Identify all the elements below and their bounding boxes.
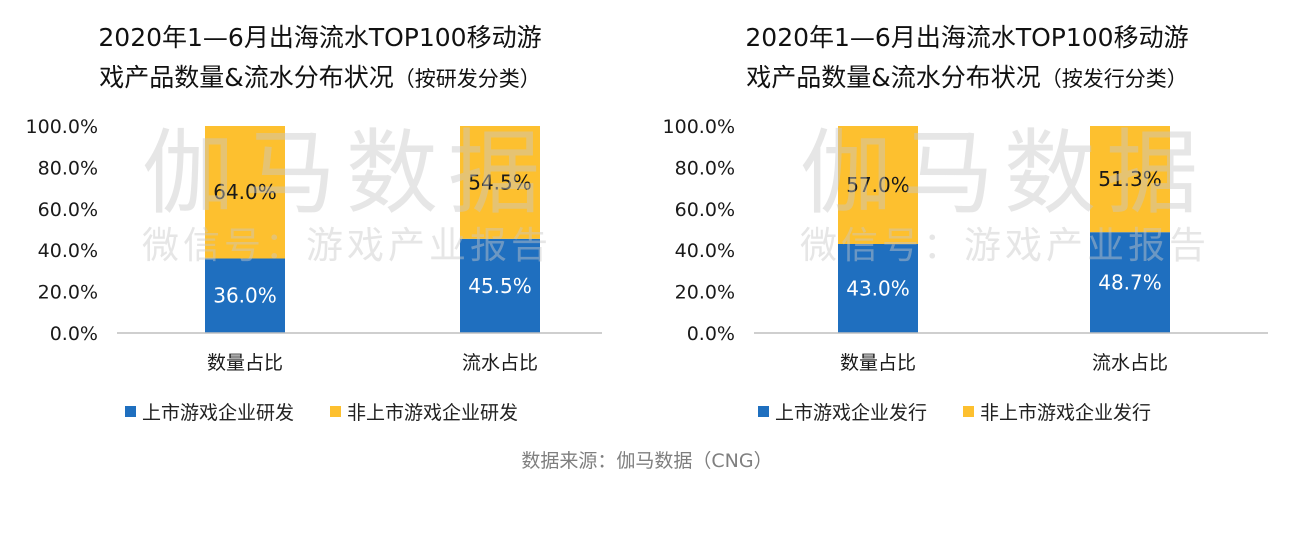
data-label: 48.7%: [1098, 271, 1162, 295]
legend-swatch-listed: [758, 406, 769, 417]
legend-item-listed: 上市游戏企业研发: [125, 398, 294, 425]
bar-segment: [205, 126, 285, 259]
chart-panel-left: 2020年1—6月出海流水TOP100移动游 戏产品数量&流水分布状况（按研发分…: [0, 0, 640, 440]
chart-panel-right: 2020年1—6月出海流水TOP100移动游 戏产品数量&流水分布状况（按发行分…: [640, 0, 1294, 440]
bar-segment: [838, 126, 918, 244]
bar-segment: [460, 126, 540, 239]
x-tick-label: 流水占比: [462, 352, 538, 374]
chart-title-line2: 戏产品数量&流水分布状况: [746, 63, 1041, 92]
y-tick-label: 60.0%: [38, 199, 98, 221]
legend-item-listed: 上市游戏企业发行: [758, 398, 927, 425]
y-tick-label: 20.0%: [675, 282, 735, 304]
y-tick-label: 100.0%: [26, 116, 98, 138]
legend-label: 非上市游戏企业发行: [980, 402, 1152, 424]
y-tick-label: 20.0%: [38, 282, 98, 304]
x-tick-label: 流水占比: [1092, 352, 1168, 374]
data-label: 43.0%: [846, 276, 910, 300]
y-tick-label: 40.0%: [38, 240, 98, 262]
bar-segment: [205, 258, 285, 333]
bar-segment: [838, 243, 918, 333]
legend: 上市游戏企业研发 非上市游戏企业研发: [125, 398, 554, 425]
data-label: 36.0%: [213, 284, 277, 308]
y-tick-label: 60.0%: [675, 199, 735, 221]
x-tick-label: 数量占比: [840, 352, 916, 374]
data-source: 数据来源：伽马数据（CNG）: [521, 450, 773, 472]
y-tick-label: 40.0%: [675, 240, 735, 262]
x-tick-label: 数量占比: [207, 352, 283, 374]
stacked-bar-chart-right: 0.0% 20.0% 40.0% 60.0% 80.0% 100.0% 43.0% 57.0%…: [663, 116, 1268, 374]
chart-title: 2020年1—6月出海流水TOP100移动游 戏产品数量&流水分布状况（按发行分…: [640, 18, 1294, 99]
y-tick-label: 0.0%: [687, 323, 735, 345]
legend-label: 上市游戏企业发行: [775, 402, 928, 424]
legend-item-unlisted: 非上市游戏企业研发: [330, 398, 518, 425]
legend-label: 上市游戏企业研发: [142, 402, 295, 424]
chart-title-line2-wrap: 戏产品数量&流水分布状况（按研发分类）: [0, 58, 640, 99]
chart-title: 2020年1—6月出海流水TOP100移动游 戏产品数量&流水分布状况（按研发分…: [0, 18, 640, 99]
bar-segment: [1090, 232, 1170, 333]
legend-label: 非上市游戏企业研发: [347, 402, 519, 424]
data-label: 64.0%: [213, 180, 277, 204]
chart-title-line2: 戏产品数量&流水分布状况: [99, 63, 394, 92]
bar-segment: [1090, 126, 1170, 233]
y-tick-label: 100.0%: [663, 116, 735, 138]
data-label: 54.5%: [468, 170, 532, 194]
chart-title-line2-wrap: 戏产品数量&流水分布状况（按发行分类）: [640, 58, 1294, 99]
y-tick-label: 0.0%: [50, 323, 98, 345]
legend-swatch-unlisted: [330, 406, 342, 417]
legend-swatch-unlisted: [963, 406, 975, 417]
legend-swatch-listed: [125, 406, 136, 417]
data-label: 57.0%: [846, 173, 910, 197]
legend-item-unlisted: 非上市游戏企业发行: [963, 398, 1151, 425]
chart-title-paren: （按研发分类）: [393, 67, 541, 91]
y-tick-label: 80.0%: [38, 157, 98, 179]
y-tick-label: 80.0%: [675, 157, 735, 179]
stacked-bar-chart-left: 0.0% 20.0% 40.0% 60.0% 80.0% 100.0% 36.0% 64.0%…: [26, 116, 602, 374]
data-label: 51.3%: [1098, 167, 1162, 191]
chart-title-line1: 2020年1—6月出海流水TOP100移动游: [745, 23, 1189, 52]
legend: 上市游戏企业发行 非上市游戏企业发行: [758, 398, 1187, 425]
chart-title-paren: （按发行分类）: [1040, 67, 1188, 91]
bar-segment: [460, 238, 540, 333]
chart-title-line1: 2020年1—6月出海流水TOP100移动游: [98, 23, 542, 52]
data-label: 45.5%: [468, 274, 532, 298]
